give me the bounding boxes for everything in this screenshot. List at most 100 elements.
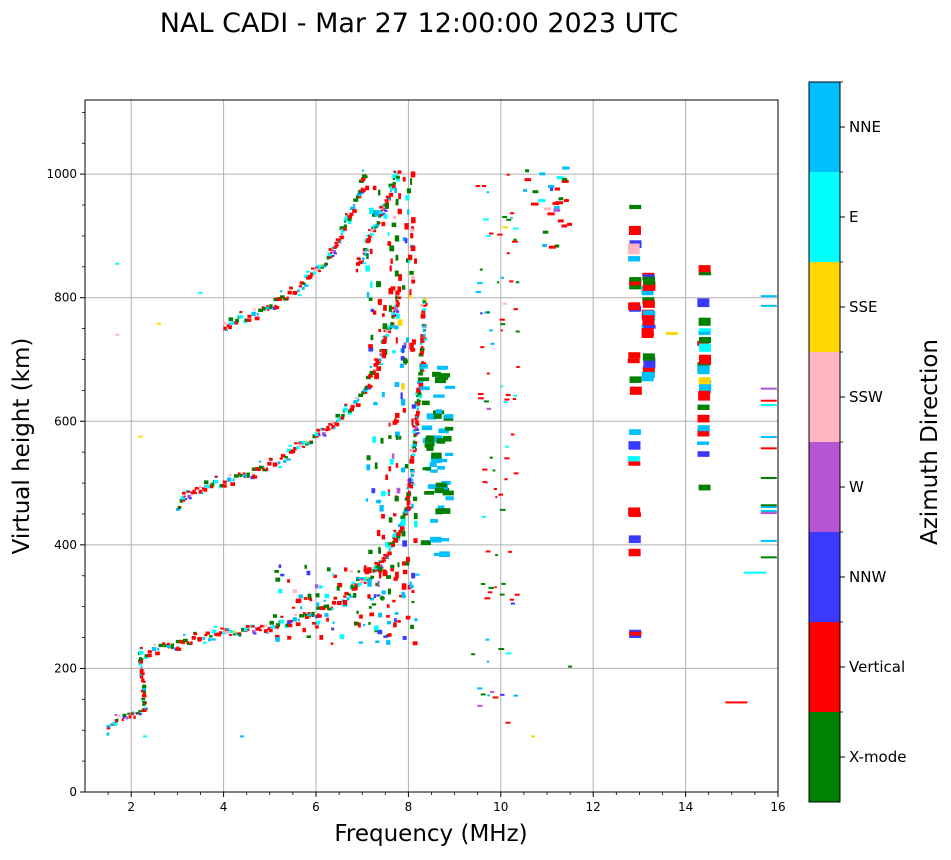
echo-mark [389,458,394,465]
echo-mark [492,696,499,699]
echo-mark [417,377,430,382]
echo-mark [353,198,359,202]
echo-mark [356,610,359,614]
echo-mark [116,718,119,722]
echo-mark [256,312,259,316]
echo-mark [256,628,260,631]
echo-mark [255,467,259,471]
echo-mark [499,593,505,596]
echo-mark [375,640,380,644]
echo-mark [142,703,146,706]
echo-mark [396,296,402,300]
echo-mark [411,572,416,579]
echo-mark [219,484,224,488]
echo-mark [500,276,504,279]
echo-mark [317,613,320,616]
echo-mark [343,407,348,412]
echo-mark [269,625,272,628]
echo-mark [384,199,388,202]
echo-mark [311,613,315,618]
echo-mark [364,249,370,252]
echo-mark [312,622,316,625]
echo-mark [114,714,118,717]
echo-mark [369,597,374,601]
echo-mark [346,597,350,601]
echo-mark [222,484,227,488]
colorbar-tick-label: Vertical [849,658,905,676]
echo-mark [286,458,291,461]
echo-mark [504,457,510,460]
echo-mark [379,596,385,600]
echo-mark [359,196,362,199]
echo-mark [378,210,383,214]
echo-mark [498,493,502,496]
echo-mark [393,622,397,628]
echo-mark [228,474,232,477]
echo-mark [391,306,396,310]
echo-mark [332,621,335,624]
echo-mark [359,579,365,583]
echo-mark [183,495,186,498]
echo-mark [361,390,365,395]
echo-mark [760,447,777,450]
echo-mark [493,487,497,490]
echo-mark [367,579,372,587]
grid-lines [85,100,779,793]
echo-mark [442,490,454,496]
echo-mark [499,508,506,511]
echo-mark [486,407,492,410]
echo-mark [554,187,561,191]
echo-mark [490,342,495,345]
colorbar-tick-label: W [849,478,864,496]
echo-mark [142,692,146,696]
echo-mark [410,584,414,589]
echo-mark [345,215,349,218]
echo-mark [417,380,422,385]
echo-mark [404,507,408,512]
echo-mark [141,687,147,691]
echo-mark [278,296,283,301]
echo-mark [419,350,424,355]
echo-mark [271,625,276,629]
echo-mark [266,632,269,635]
echo-mark [362,257,365,261]
echo-mark [381,212,386,215]
echo-mark [376,221,380,225]
echo-mark [251,467,257,471]
echo-mark [355,396,359,399]
echo-mark [292,291,297,295]
echo-mark [350,404,355,409]
echo-mark [209,635,213,638]
echo-mark [412,424,417,428]
echo-mark [402,635,407,640]
echo-mark [510,216,513,219]
echo-mark [340,232,343,235]
echo-mark [435,409,443,416]
echo-mark [394,431,400,437]
echo-mark [144,654,149,658]
echo-mark [192,489,196,493]
echo-mark [290,449,296,454]
echo-mark [365,265,370,272]
echo-mark [356,577,362,580]
echo-mark [298,285,302,288]
echo-mark [394,496,399,502]
echo-mark [513,694,518,697]
echo-mark [760,404,777,407]
echo-mark [197,638,202,642]
echo-mark [373,369,376,374]
echo-mark [347,593,351,596]
echo-mark [147,653,152,658]
echo-mark [228,325,232,330]
echo-mark [412,446,416,449]
echo-mark [437,375,449,380]
echo-mark [367,234,372,238]
echo-mark [405,513,408,516]
echo-mark [378,546,381,553]
echo-mark [242,474,248,478]
echo-mark [423,304,427,307]
echo-mark [106,732,110,736]
echo-mark [353,400,358,404]
echo-mark [477,282,483,285]
echo-mark [480,582,486,585]
